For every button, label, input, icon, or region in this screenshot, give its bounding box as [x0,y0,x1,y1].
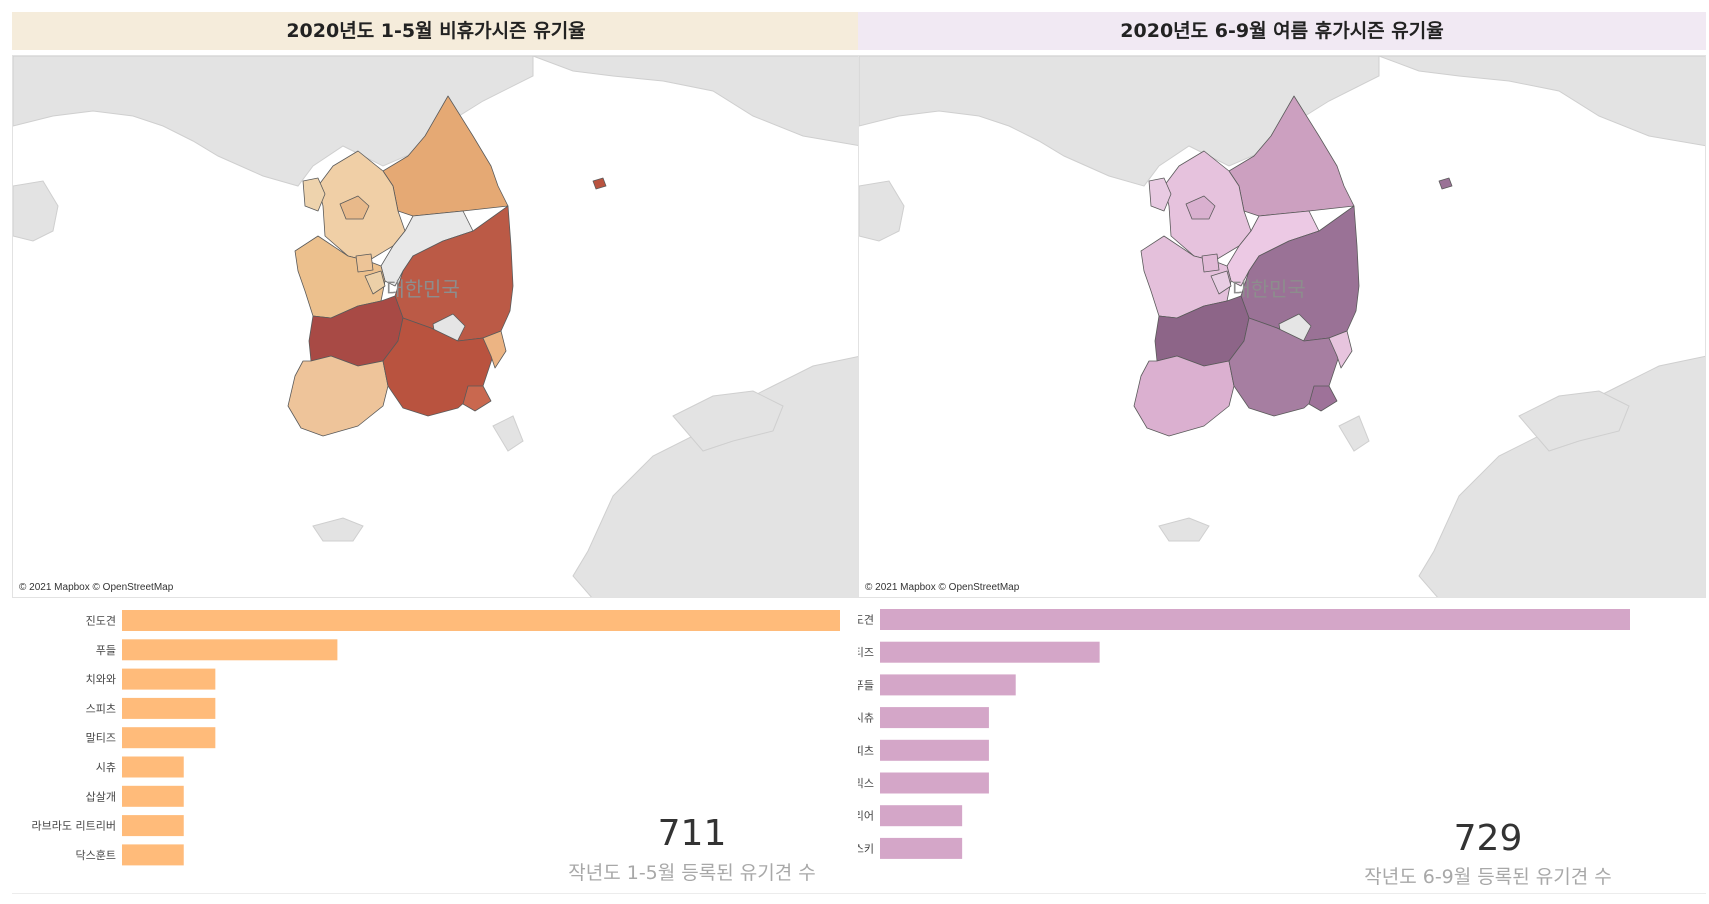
bar-2[interactable] [122,668,216,690]
map-land [1518,390,1630,452]
right-map-canvas[interactable]: 대한민국 [859,56,1706,598]
map-region-seoul[interactable] [1185,195,1216,220]
map-region-sejong[interactable] [1201,253,1220,273]
left-map[interactable]: 대한민국 © 2021 Mapbox © OpenStreetMap [12,55,860,598]
bar-2[interactable] [880,674,1016,696]
map-land [312,517,364,542]
country-label: 대한민국 [1232,277,1306,301]
country-label: 대한민국 [386,277,460,301]
left-kpi-value: 711 [657,813,727,854]
bar-label-7: 시베리안 허스키 [858,842,874,855]
map-land [859,180,905,242]
right-kpi-value: 729 [1453,818,1523,859]
map-region-daejeon[interactable] [364,270,386,295]
bar-6[interactable] [122,785,184,807]
bar-4[interactable] [122,727,216,749]
bar-label-2: 푸들 [858,679,874,692]
map-region-busan[interactable] [1308,385,1338,412]
bar-6[interactable] [880,805,963,827]
bar-8[interactable] [122,844,184,866]
map-land [1338,415,1370,452]
bar-0[interactable] [122,610,840,631]
map-land [1158,517,1210,542]
map-land [572,355,859,597]
right-divider [858,893,1706,894]
right-map[interactable]: 대한민국 © 2021 Mapbox © OpenStreetMap [858,55,1706,598]
map-region-sejong[interactable] [355,253,374,273]
bar-label-3: 스피츠 [86,702,116,715]
bar-label-4: 말티즈 [86,732,116,745]
map-region-ulleung[interactable] [1438,177,1453,190]
map-land [13,56,534,187]
left-kpi-label: 작년도 1-5월 등록된 유기견 수 [568,862,816,884]
bar-1[interactable] [880,641,1100,663]
bar-3[interactable] [122,697,216,719]
bar-label-4: 스피츠 [858,744,874,757]
map-attribution: © 2021 Mapbox © OpenStreetMap [865,582,1020,593]
right-bar-chart-canvas: 진도견말티즈푸들시츄스피츠믹스요크셔 테리어시베리안 허스키 [858,609,1630,859]
map-region-busan[interactable] [462,385,492,412]
bar-label-0: 진도견 [858,614,874,627]
bar-label-1: 말티즈 [858,646,874,659]
map-land [1418,355,1705,597]
map-land [13,180,59,242]
map-region-ulsan[interactable] [482,330,507,369]
map-land [859,56,1380,187]
bar-3[interactable] [880,707,989,729]
bar-label-1: 푸들 [96,644,116,657]
map-region-jeonnam[interactable] [287,355,389,437]
right-panel-title: 2020년도 6-9월 여름 휴가시즌 유기율 [858,12,1706,50]
bar-5[interactable] [122,756,184,778]
bar-5[interactable] [880,772,989,794]
bar-label-3: 시츄 [858,712,874,725]
map-attribution: © 2021 Mapbox © OpenStreetMap [19,582,174,593]
bar-label-5: 시츄 [96,761,116,774]
map-land [1378,56,1705,147]
left-divider [12,893,860,894]
bar-label-7: 라브라도 리트리버 [32,820,116,833]
map-region-incheon[interactable] [1148,177,1172,212]
bar-7[interactable] [880,837,963,859]
map-land [532,56,859,147]
bar-label-0: 진도견 [86,615,116,628]
bar-0[interactable] [880,609,1630,630]
bar-4[interactable] [880,739,989,761]
map-region-incheon[interactable] [302,177,326,212]
map-region-seoul[interactable] [339,195,370,220]
bar-label-5: 믹스 [858,777,874,790]
bar-label-6: 요크셔 테리어 [858,810,874,823]
map-region-jeonnam[interactable] [1133,355,1235,437]
bar-label-2: 치와와 [86,673,116,686]
map-land [492,415,524,452]
right-bar-chart: 진도견말티즈푸들시츄스피츠믹스요크셔 테리어시베리안 허스키 [858,605,1706,895]
bar-label-6: 삽살개 [86,790,116,803]
right-kpi-label: 작년도 6-9월 등록된 유기견 수 [1364,866,1612,888]
bar-label-8: 닥스훈트 [76,849,116,862]
left-panel: 2020년도 1-5월 비휴가시즌 유기율 대한민국 © 2021 Mapbox… [12,0,860,904]
map-region-ulleung[interactable] [592,177,607,190]
map-land [672,390,784,452]
map-region-daejeon[interactable] [1210,270,1232,295]
left-panel-title: 2020년도 1-5월 비휴가시즌 유기율 [12,12,860,50]
bar-7[interactable] [122,815,184,837]
left-map-canvas[interactable]: 대한민국 [13,56,860,598]
right-panel: 2020년도 6-9월 여름 휴가시즌 유기율 대한민국 © 2021 Mapb… [858,0,1706,904]
bar-1[interactable] [122,639,338,661]
map-region-ulsan[interactable] [1328,330,1353,369]
